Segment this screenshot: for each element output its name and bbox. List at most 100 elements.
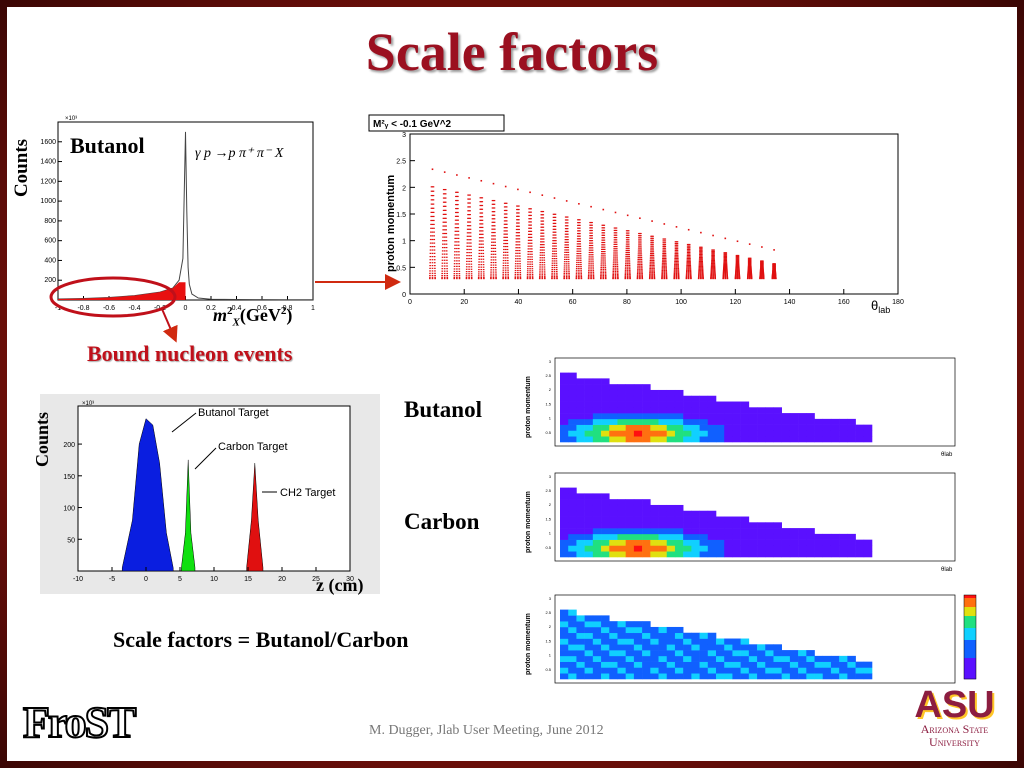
scatter-point (516, 212, 518, 214)
color-cell (650, 418, 659, 425)
scatter-point (625, 263, 627, 265)
scatter-point (649, 264, 652, 267)
color-cell (757, 418, 766, 425)
scatter-point (519, 278, 522, 280)
scatter-point (543, 272, 546, 274)
color-cell (617, 539, 626, 546)
scatter-point (502, 262, 505, 264)
scatter-point (651, 247, 653, 249)
color-cell (576, 638, 585, 645)
color-cell (666, 644, 676, 651)
scatter-point (639, 217, 641, 220)
scatter-point (564, 251, 566, 253)
scatter-point (579, 252, 582, 255)
scatter-point (576, 238, 579, 240)
scatter-point (433, 255, 436, 258)
color-cell (707, 650, 717, 657)
color-cell (855, 545, 865, 552)
scatter-point (528, 208, 530, 210)
scatter-point (445, 217, 447, 219)
scatter-point (579, 230, 581, 232)
scatter-point (735, 267, 737, 269)
color-cell (740, 533, 750, 540)
scatter-point (677, 275, 680, 278)
y-tick-label: 0.5 (545, 545, 551, 550)
scatter-point (555, 264, 558, 266)
scatter-point (430, 231, 432, 233)
scatter-point (441, 256, 444, 258)
scatter-point (432, 186, 435, 188)
scatter-point (612, 277, 614, 279)
scatter-point (737, 254, 740, 257)
scatter-point (469, 206, 471, 208)
color-cell (633, 510, 643, 517)
color-cell (814, 551, 824, 558)
scatter-point (478, 243, 481, 245)
scatter-point (431, 267, 434, 269)
scatter-point (663, 245, 666, 248)
scatter-point (494, 244, 497, 246)
scatter-point (431, 227, 434, 229)
color-cell (560, 551, 569, 558)
colorbar-cell (964, 652, 976, 656)
scatter-point (759, 272, 762, 274)
scatter-point (456, 251, 458, 253)
scatter-point (613, 248, 615, 250)
scatter-point (457, 244, 460, 246)
scatter-point (457, 199, 459, 202)
scatter-point (490, 278, 492, 280)
scatter-point (457, 207, 459, 210)
color-cell (724, 638, 733, 645)
scatter-point (554, 234, 557, 236)
scatter-point (701, 265, 704, 268)
scatter-point (567, 251, 570, 253)
scatter-point (564, 219, 567, 221)
scatter-point (541, 272, 544, 274)
scatter-point (453, 265, 456, 267)
scatter-point (600, 259, 603, 261)
color-cell (707, 395, 717, 402)
scatter-point (432, 203, 435, 205)
scatter-point (529, 277, 531, 279)
color-cell (625, 407, 635, 414)
scatter-point (722, 269, 725, 272)
color-cell (625, 644, 635, 651)
y-tick-label: 1.5 (545, 401, 551, 406)
scatter-point (747, 272, 749, 274)
scatter-point (663, 273, 666, 275)
scatter-point (614, 250, 617, 252)
color-cell (609, 551, 618, 558)
scatter-point (640, 237, 642, 239)
scatter-point (529, 248, 531, 250)
scatter-point (759, 271, 762, 274)
scatter-point (676, 256, 679, 258)
scatter-point (479, 230, 481, 232)
scatter-point (478, 255, 481, 257)
color-cell (576, 499, 585, 506)
scatter-point (735, 261, 738, 263)
scatter-point (639, 268, 641, 270)
scatter-point (587, 276, 590, 278)
scatter-point (725, 258, 728, 260)
color-cell (592, 661, 602, 668)
asu-line1: Arizona State (920, 722, 989, 736)
color-cell (855, 430, 865, 437)
scatter-point (648, 277, 651, 279)
scatter-point (700, 275, 702, 277)
color-cell (691, 650, 700, 657)
scatter-point (519, 269, 522, 272)
scatter-point (735, 254, 738, 257)
scatter-point (579, 222, 581, 224)
scatter-point (615, 236, 618, 239)
scatter-point (517, 267, 519, 269)
scatter-point (517, 263, 519, 265)
scatter-point (431, 203, 434, 205)
scatter-point (578, 232, 580, 235)
scatter-point (614, 273, 617, 275)
color-cell (855, 661, 865, 668)
scatter-point (432, 194, 435, 197)
scatter-point (674, 249, 677, 251)
bound-nucleon-annotation: Bound nucleon events (87, 341, 293, 366)
scatter-point (445, 232, 448, 235)
scatter-point (446, 270, 448, 272)
